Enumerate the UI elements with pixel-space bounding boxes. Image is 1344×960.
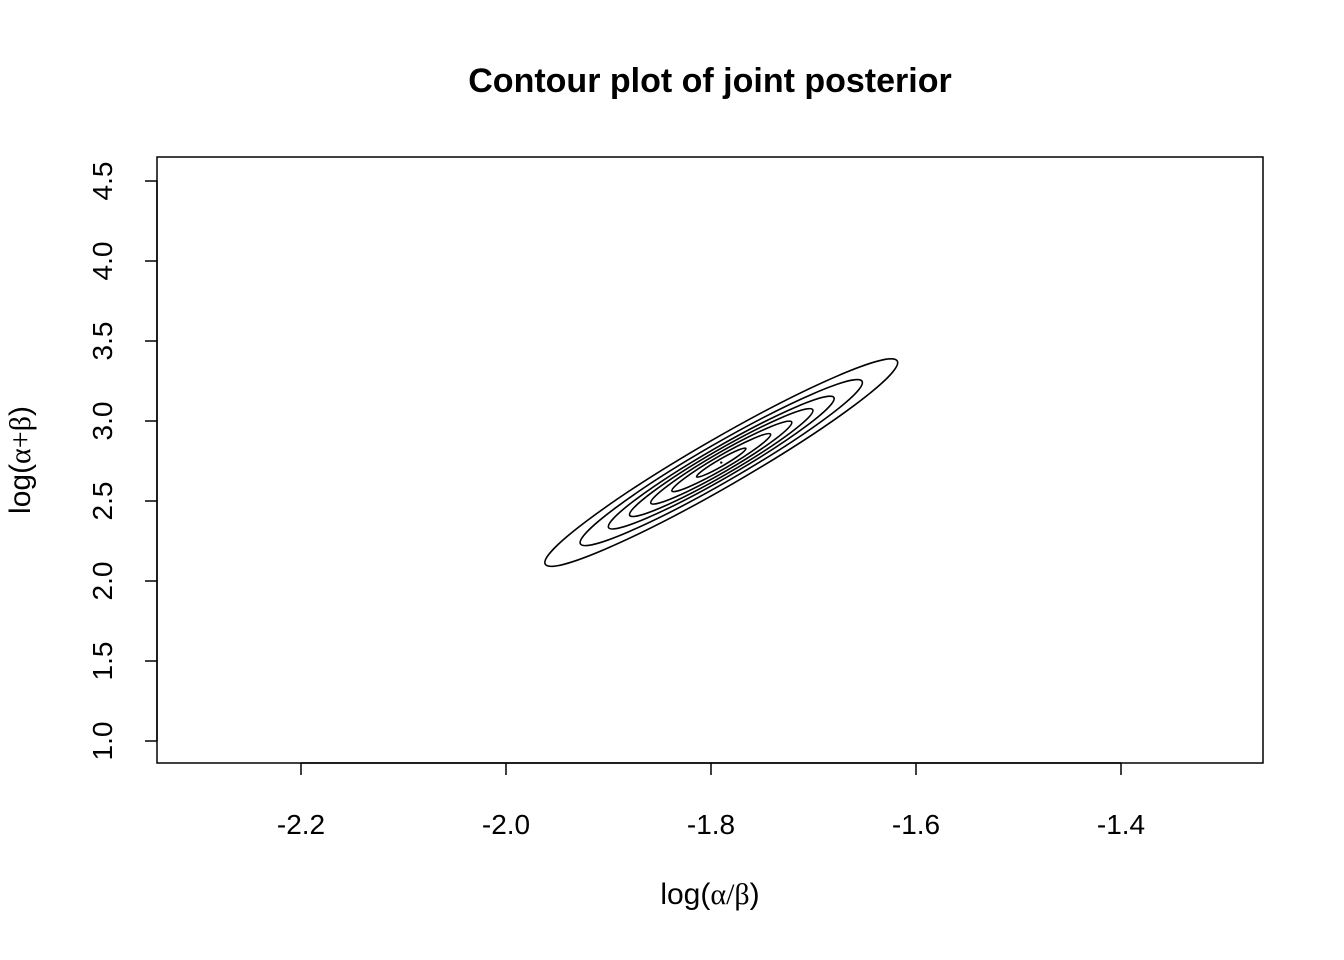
chart-title: Contour plot of joint posterior — [468, 62, 951, 100]
contour-level-2 — [579, 378, 864, 547]
y-tick-label: 1.5 — [87, 642, 118, 681]
contour-level-1 — [544, 358, 899, 568]
contour-level-3 — [607, 395, 835, 530]
y-tick-label: 3.5 — [87, 322, 118, 361]
y-axis: 1.0 1.5 2.0 2.5 3.0 3.5 4.0 4.5 — [87, 162, 158, 761]
y-tick-label: 1.0 — [87, 722, 118, 761]
y-tick-label: 2.5 — [87, 482, 118, 521]
y-tick-label: 4.5 — [87, 162, 118, 201]
y-tick-label: 2.0 — [87, 562, 118, 601]
contour-level-6 — [671, 432, 772, 493]
contour-peak — [720, 461, 723, 464]
y-tick-label: 4.0 — [87, 242, 118, 281]
y-axis-label: log(α+β) — [4, 406, 37, 514]
y-tick-label: 3.0 — [87, 402, 118, 441]
contour-level-7 — [695, 447, 747, 478]
contour-level-4 — [628, 407, 814, 518]
x-tick-label: -1.8 — [687, 809, 735, 840]
x-axis-label: log(α/β) — [660, 878, 759, 911]
x-axis: -2.2 -2.0 -1.8 -1.6 -1.4 — [277, 762, 1145, 840]
x-tick-label: -1.4 — [1097, 809, 1145, 840]
plot-frame — [156, 156, 1264, 764]
contour-level-5 — [649, 420, 793, 505]
x-tick-label: -1.6 — [892, 809, 940, 840]
contour-lines — [544, 358, 899, 568]
x-tick-label: -2.0 — [482, 809, 530, 840]
x-tick-label: -2.2 — [277, 809, 325, 840]
